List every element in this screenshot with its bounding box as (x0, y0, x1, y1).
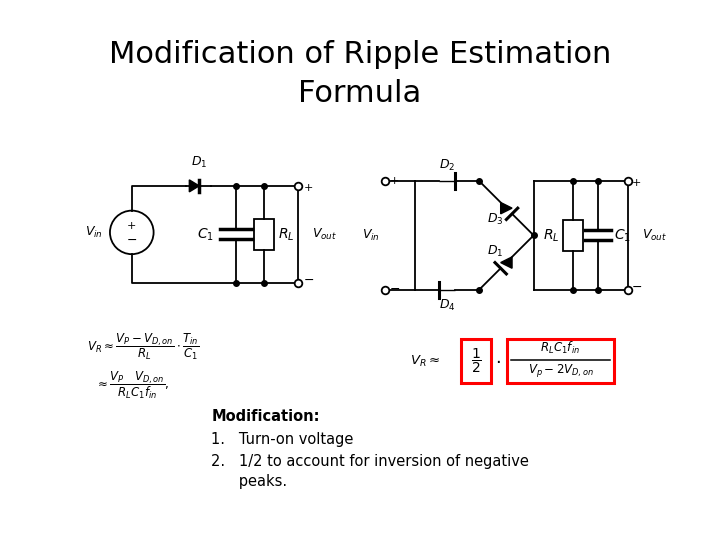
Text: $V_R \approx$: $V_R \approx$ (410, 354, 440, 369)
Text: −: − (127, 234, 137, 247)
Text: $\mathit{V}_{in}$: $\mathit{V}_{in}$ (85, 225, 103, 240)
Text: Modification of Ripple Estimation
Formula: Modification of Ripple Estimation Formul… (109, 40, 611, 107)
Bar (462, 339, 491, 383)
Text: +: + (303, 183, 312, 193)
Text: $\mathit{V}_{out}$: $\mathit{V}_{out}$ (642, 228, 667, 243)
Text: $\approx \dfrac{V_P \quad V_{D,on}}{R_L C_1 f_{in}},$: $\approx \dfrac{V_P \quad V_{D,on}}{R_L … (95, 369, 170, 401)
Text: $\dfrac{1}{2}$: $\dfrac{1}{2}$ (471, 347, 482, 375)
Text: +: + (127, 221, 137, 232)
Bar (564, 220, 583, 251)
Text: $\mathit{D}_1$: $\mathit{D}_1$ (487, 244, 503, 259)
Text: $\mathit{D}_1$: $\mathit{D}_1$ (191, 155, 207, 170)
Polygon shape (500, 257, 512, 268)
Text: $\mathit{R}_L$: $\mathit{R}_L$ (543, 227, 559, 244)
Text: $\mathit{D}_3$: $\mathit{D}_3$ (487, 212, 503, 227)
Text: $V_p - 2V_{D,on}$: $V_p - 2V_{D,on}$ (528, 362, 593, 380)
Text: $\mathit{V}_{in}$: $\mathit{V}_{in}$ (362, 228, 380, 243)
Text: $\mathit{C}_1$: $\mathit{C}_1$ (614, 227, 631, 244)
Text: $V_R \approx \dfrac{V_P - V_{D,on}}{R_L} \cdot \dfrac{T_{in}}{C_1}$: $V_R \approx \dfrac{V_P - V_{D,on}}{R_L}… (87, 332, 199, 362)
Text: $\mathit{D}_4$: $\mathit{D}_4$ (438, 298, 455, 313)
Polygon shape (500, 202, 512, 214)
Text: $\mathit{R}_L$: $\mathit{R}_L$ (278, 226, 294, 242)
Polygon shape (189, 180, 199, 192)
Text: +: + (390, 176, 399, 186)
Text: Modification:: Modification: (211, 409, 320, 423)
Text: −: − (390, 284, 400, 296)
Text: $\mathit{V}_{out}$: $\mathit{V}_{out}$ (312, 227, 338, 242)
Text: −: − (303, 274, 314, 287)
Text: 1.   Turn-on voltage: 1. Turn-on voltage (211, 433, 354, 447)
Text: $\cdot$: $\cdot$ (495, 352, 500, 370)
Bar (507, 339, 614, 383)
Text: $\mathit{C}_1$: $\mathit{C}_1$ (197, 226, 214, 242)
Text: peaks.: peaks. (211, 474, 287, 489)
Text: $R_L C_1 f_{in}$: $R_L C_1 f_{in}$ (541, 340, 580, 356)
Bar (254, 219, 274, 250)
Text: $\mathit{D}_2$: $\mathit{D}_2$ (438, 158, 455, 173)
Text: 2.   1/2 to account for inversion of negative: 2. 1/2 to account for inversion of negat… (211, 454, 529, 469)
Text: +: + (632, 178, 642, 188)
Text: −: − (632, 281, 642, 294)
